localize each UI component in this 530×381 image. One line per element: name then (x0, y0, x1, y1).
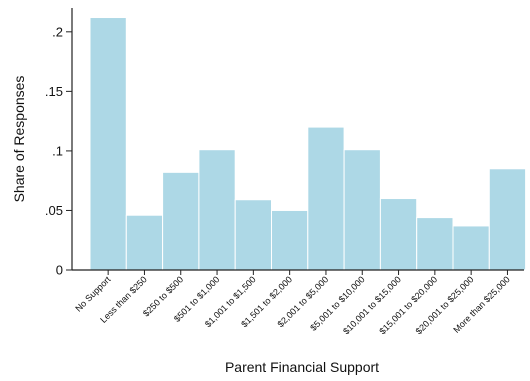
bar-12 (488, 168, 527, 271)
bar-10 (416, 217, 454, 271)
x-axis-title: Parent Financial Support (225, 359, 379, 375)
bar-5 (234, 199, 272, 271)
bar-7 (307, 126, 345, 271)
y-tick-label: 0 (56, 263, 63, 278)
y-tick-label: .1 (52, 143, 63, 158)
bar-4 (198, 149, 236, 271)
y-tick-label: .05 (45, 203, 63, 218)
y-axis: 0 .05 .1 .15 .2 (45, 8, 73, 278)
bar-6 (271, 209, 309, 271)
x-tick-label: No Support (73, 274, 113, 314)
y-tick-label: .2 (52, 24, 63, 39)
y-tick-label: .15 (45, 84, 63, 99)
bar-3 (162, 171, 200, 271)
y-axis-title: Share of Responses (11, 76, 27, 203)
bar-8 (343, 149, 381, 271)
bar-1 (89, 17, 127, 271)
bar-2 (125, 214, 164, 271)
bar-9 (379, 198, 418, 271)
bars-group (89, 17, 527, 271)
bar-11 (452, 225, 490, 271)
